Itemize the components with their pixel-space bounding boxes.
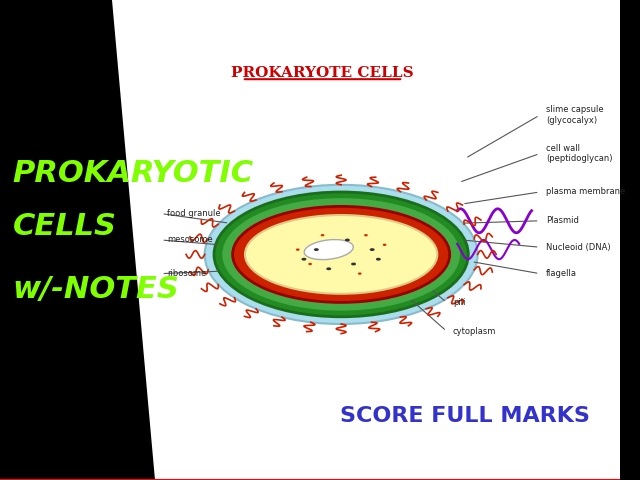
Ellipse shape bbox=[370, 248, 374, 251]
Ellipse shape bbox=[326, 267, 332, 270]
Ellipse shape bbox=[245, 215, 437, 294]
Text: cytoplasm: cytoplasm bbox=[452, 327, 496, 336]
Text: ribosome: ribosome bbox=[168, 269, 207, 278]
Text: Plasmid: Plasmid bbox=[546, 216, 579, 225]
Text: pili: pili bbox=[452, 298, 465, 307]
Ellipse shape bbox=[314, 248, 319, 251]
Ellipse shape bbox=[301, 258, 307, 261]
Ellipse shape bbox=[376, 258, 381, 261]
Polygon shape bbox=[111, 0, 620, 480]
Ellipse shape bbox=[345, 239, 350, 241]
Text: Nucleoid (DNA): Nucleoid (DNA) bbox=[546, 243, 611, 252]
Text: SCORE FULL MARKS: SCORE FULL MARKS bbox=[340, 407, 590, 426]
Ellipse shape bbox=[364, 234, 368, 236]
Ellipse shape bbox=[304, 240, 353, 260]
Text: plasma membrane: plasma membrane bbox=[546, 188, 625, 196]
Ellipse shape bbox=[321, 234, 324, 236]
Text: PROKARYOTIC: PROKARYOTIC bbox=[12, 159, 253, 188]
Ellipse shape bbox=[232, 206, 450, 302]
Ellipse shape bbox=[223, 199, 459, 310]
Text: PROKARYOTE CELLS: PROKARYOTE CELLS bbox=[231, 66, 414, 80]
Text: flagella: flagella bbox=[546, 269, 577, 278]
Text: food granule: food granule bbox=[168, 209, 221, 218]
Ellipse shape bbox=[358, 272, 362, 275]
Ellipse shape bbox=[383, 244, 387, 246]
Ellipse shape bbox=[205, 185, 477, 324]
Ellipse shape bbox=[296, 249, 300, 251]
Text: cell wall
(peptidoglycan): cell wall (peptidoglycan) bbox=[546, 144, 612, 163]
Ellipse shape bbox=[214, 192, 468, 317]
Ellipse shape bbox=[308, 263, 312, 265]
Text: mesosome: mesosome bbox=[168, 236, 213, 244]
Ellipse shape bbox=[351, 263, 356, 265]
Text: CELLS: CELLS bbox=[12, 212, 116, 241]
Text: slime capsule
(glycocalyx): slime capsule (glycocalyx) bbox=[546, 106, 604, 125]
Text: w/-NOTES: w/-NOTES bbox=[12, 275, 179, 304]
